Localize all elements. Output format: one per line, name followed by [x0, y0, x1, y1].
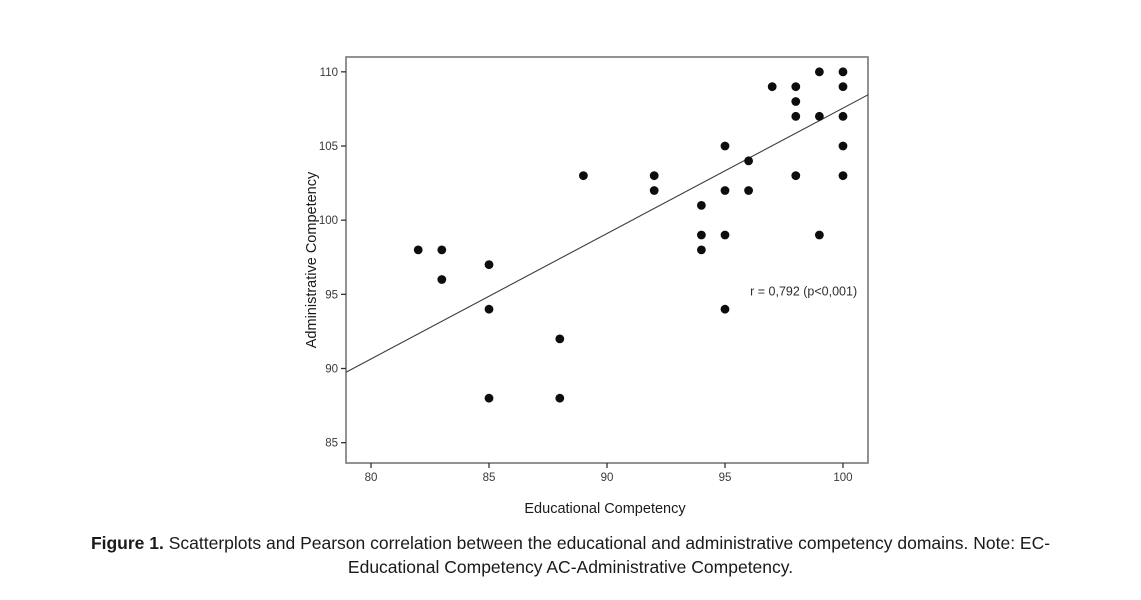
y-tick-label: 85 — [325, 438, 338, 450]
data-point — [413, 245, 423, 255]
data-point — [838, 141, 848, 151]
scatterplot-figure: 80 85 90 95 100 85 90 95 100 105 110 r = 0,792 (p<0… — [304, 56, 869, 517]
data-point — [484, 393, 494, 403]
data-point — [555, 334, 565, 344]
plot-frame — [345, 56, 869, 464]
regression-line — [345, 94, 869, 373]
data-point — [484, 260, 494, 270]
x-tick-label: 90 — [601, 472, 614, 484]
y-tick-label: 105 — [319, 141, 338, 153]
x-axis-title: Educational Competency — [524, 501, 686, 517]
data-point — [555, 393, 565, 403]
data-point — [744, 156, 753, 166]
y-tick-label: 110 — [320, 67, 338, 79]
data-point — [744, 186, 753, 195]
figure-caption: Figure 1. Scatterplots and Pearson corre… — [0, 531, 1141, 579]
x-tick-label: 95 — [719, 472, 732, 484]
data-point — [767, 82, 777, 92]
correlation-annotation: r = 0,792 (p<0,001) — [750, 284, 857, 298]
data-point — [814, 67, 824, 77]
data-point — [791, 97, 801, 106]
data-point — [720, 230, 730, 240]
data-point — [720, 304, 730, 314]
scatterplot-canvas: 80 85 90 95 100 85 90 95 100 105 110 r = 0,792 (p<0… — [304, 56, 869, 517]
data-point — [838, 171, 848, 181]
x-tick-label: 80 — [365, 472, 378, 484]
data-point — [814, 230, 824, 240]
y-tick-label: 95 — [325, 289, 338, 301]
data-point — [696, 245, 706, 255]
y-tick-label: 100 — [319, 215, 338, 227]
data-point — [720, 141, 730, 151]
figure-caption-text-line2: Educational Competency AC-Administrative… — [347, 557, 794, 577]
data-point — [791, 82, 801, 92]
data-point — [791, 111, 801, 121]
y-tick-label: 90 — [325, 364, 338, 376]
data-point — [838, 67, 848, 77]
data-point — [838, 82, 848, 92]
data-point — [814, 111, 824, 121]
data-point — [696, 230, 706, 240]
data-point — [649, 171, 659, 181]
x-tick-label: 85 — [483, 472, 496, 484]
data-point — [437, 275, 447, 284]
data-point — [579, 171, 588, 181]
data-point — [720, 186, 730, 195]
data-point — [437, 245, 447, 255]
y-axis-title: Administrative Competency — [304, 171, 320, 348]
data-point — [649, 186, 659, 195]
x-tick-label: 100 — [833, 472, 852, 484]
data-point — [838, 111, 848, 121]
data-point — [791, 171, 801, 181]
data-point — [696, 200, 706, 210]
data-point — [484, 304, 494, 314]
figure-caption-text-line1: Scatterplots and Pearson correlation bet… — [163, 533, 1051, 553]
figure-caption-label: Figure 1. — [90, 533, 164, 553]
